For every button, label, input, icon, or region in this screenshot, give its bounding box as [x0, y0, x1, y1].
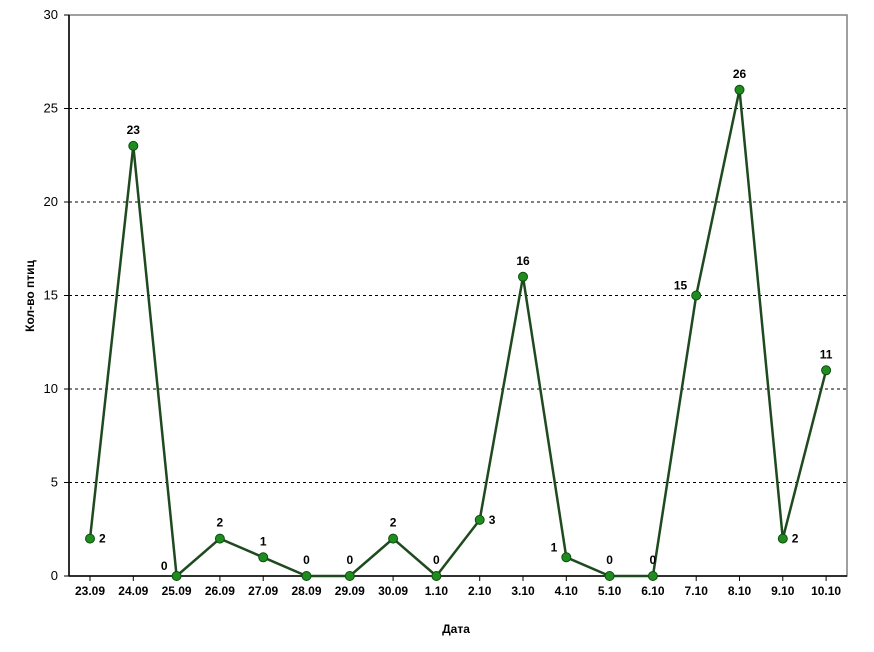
- data-point: [518, 271, 528, 282]
- data-label: 11: [820, 347, 833, 361]
- data-point: [388, 533, 399, 544]
- data-label: 0: [433, 553, 440, 567]
- series-segment: [651, 295, 698, 577]
- x-tick-label: 7.10: [685, 584, 709, 598]
- data-point: [734, 84, 745, 95]
- x-tick-label: 30.09: [378, 584, 408, 598]
- data-label: 2: [217, 516, 224, 530]
- y-tick-label: 20: [44, 194, 58, 209]
- data-point: [301, 571, 312, 581]
- data-label: 0: [303, 553, 310, 567]
- data-point: [214, 533, 225, 544]
- data-point: [258, 552, 269, 563]
- data-point: [561, 552, 572, 563]
- x-tick-label: 25.09: [162, 584, 192, 598]
- data-label: 0: [606, 553, 613, 567]
- series-segment: [132, 145, 178, 577]
- data-label: 1: [260, 534, 267, 548]
- series-segment: [219, 537, 264, 559]
- series-segment: [565, 556, 611, 578]
- data-label: 26: [733, 67, 747, 81]
- data-label: 2: [99, 532, 106, 546]
- x-tick-label: 4.10: [555, 584, 579, 598]
- y-tick-label: 5: [51, 475, 58, 490]
- y-tick-label: 15: [44, 288, 58, 303]
- series-segment: [348, 537, 394, 577]
- x-tick-label: 5.10: [598, 584, 622, 598]
- y-tick-label: 30: [44, 7, 58, 22]
- data-point: [821, 365, 832, 376]
- data-label: 23: [127, 123, 141, 137]
- x-tick-label: 27.09: [248, 584, 278, 598]
- x-tick-label: 1.10: [425, 584, 449, 598]
- data-point: [128, 140, 139, 151]
- series-segment: [262, 556, 307, 578]
- series-segment: [392, 537, 438, 577]
- data-label: 3: [489, 513, 496, 527]
- series-segment: [175, 537, 221, 577]
- data-point: [431, 571, 442, 581]
- x-tick-label: 6.10: [641, 584, 665, 598]
- data-point: [171, 571, 182, 581]
- series-segment: [88, 145, 135, 539]
- x-tick-label: 26.09: [205, 584, 235, 598]
- x-tick-label: 28.09: [291, 584, 321, 598]
- x-tick-label: 9.10: [771, 584, 795, 598]
- series-segment: [521, 276, 568, 558]
- y-tick-label: 10: [44, 381, 58, 396]
- data-label: 15: [674, 279, 688, 293]
- x-tick-label: 24.09: [118, 584, 148, 598]
- series-segment: [435, 519, 481, 577]
- y-axis-label: Кол-во птиц: [23, 260, 37, 332]
- data-point: [777, 533, 788, 544]
- x-tick-label: 10.10: [811, 584, 841, 598]
- series-segment: [738, 89, 785, 539]
- x-tick-label: 29.09: [335, 584, 365, 598]
- x-tick-label: 8.10: [728, 584, 752, 598]
- gridlines: [69, 108, 847, 483]
- data-label: 16: [516, 254, 530, 268]
- x-axis-label: Дата: [442, 622, 470, 636]
- y-tick-label: 25: [44, 101, 58, 116]
- series-segment: [781, 369, 828, 539]
- x-tick-label: 2.10: [468, 584, 492, 598]
- data-label: 0: [346, 553, 353, 567]
- data-point: [691, 290, 702, 301]
- data-label: 0: [161, 559, 168, 573]
- x-tick-label: 23.09: [75, 584, 105, 598]
- data-label: 0: [650, 553, 657, 567]
- data-label: 1: [551, 540, 558, 554]
- data-point: [474, 514, 485, 525]
- data-point: [604, 571, 615, 581]
- data-label: 2: [390, 516, 397, 530]
- data-point: [344, 571, 355, 581]
- data-point: [85, 533, 95, 544]
- data-label: 2: [792, 532, 799, 546]
- y-tick-label: 0: [51, 568, 58, 583]
- x-tick-label: 3.10: [511, 584, 535, 598]
- series-segment: [478, 276, 525, 521]
- data-point: [647, 571, 658, 581]
- series-segment: [694, 89, 741, 296]
